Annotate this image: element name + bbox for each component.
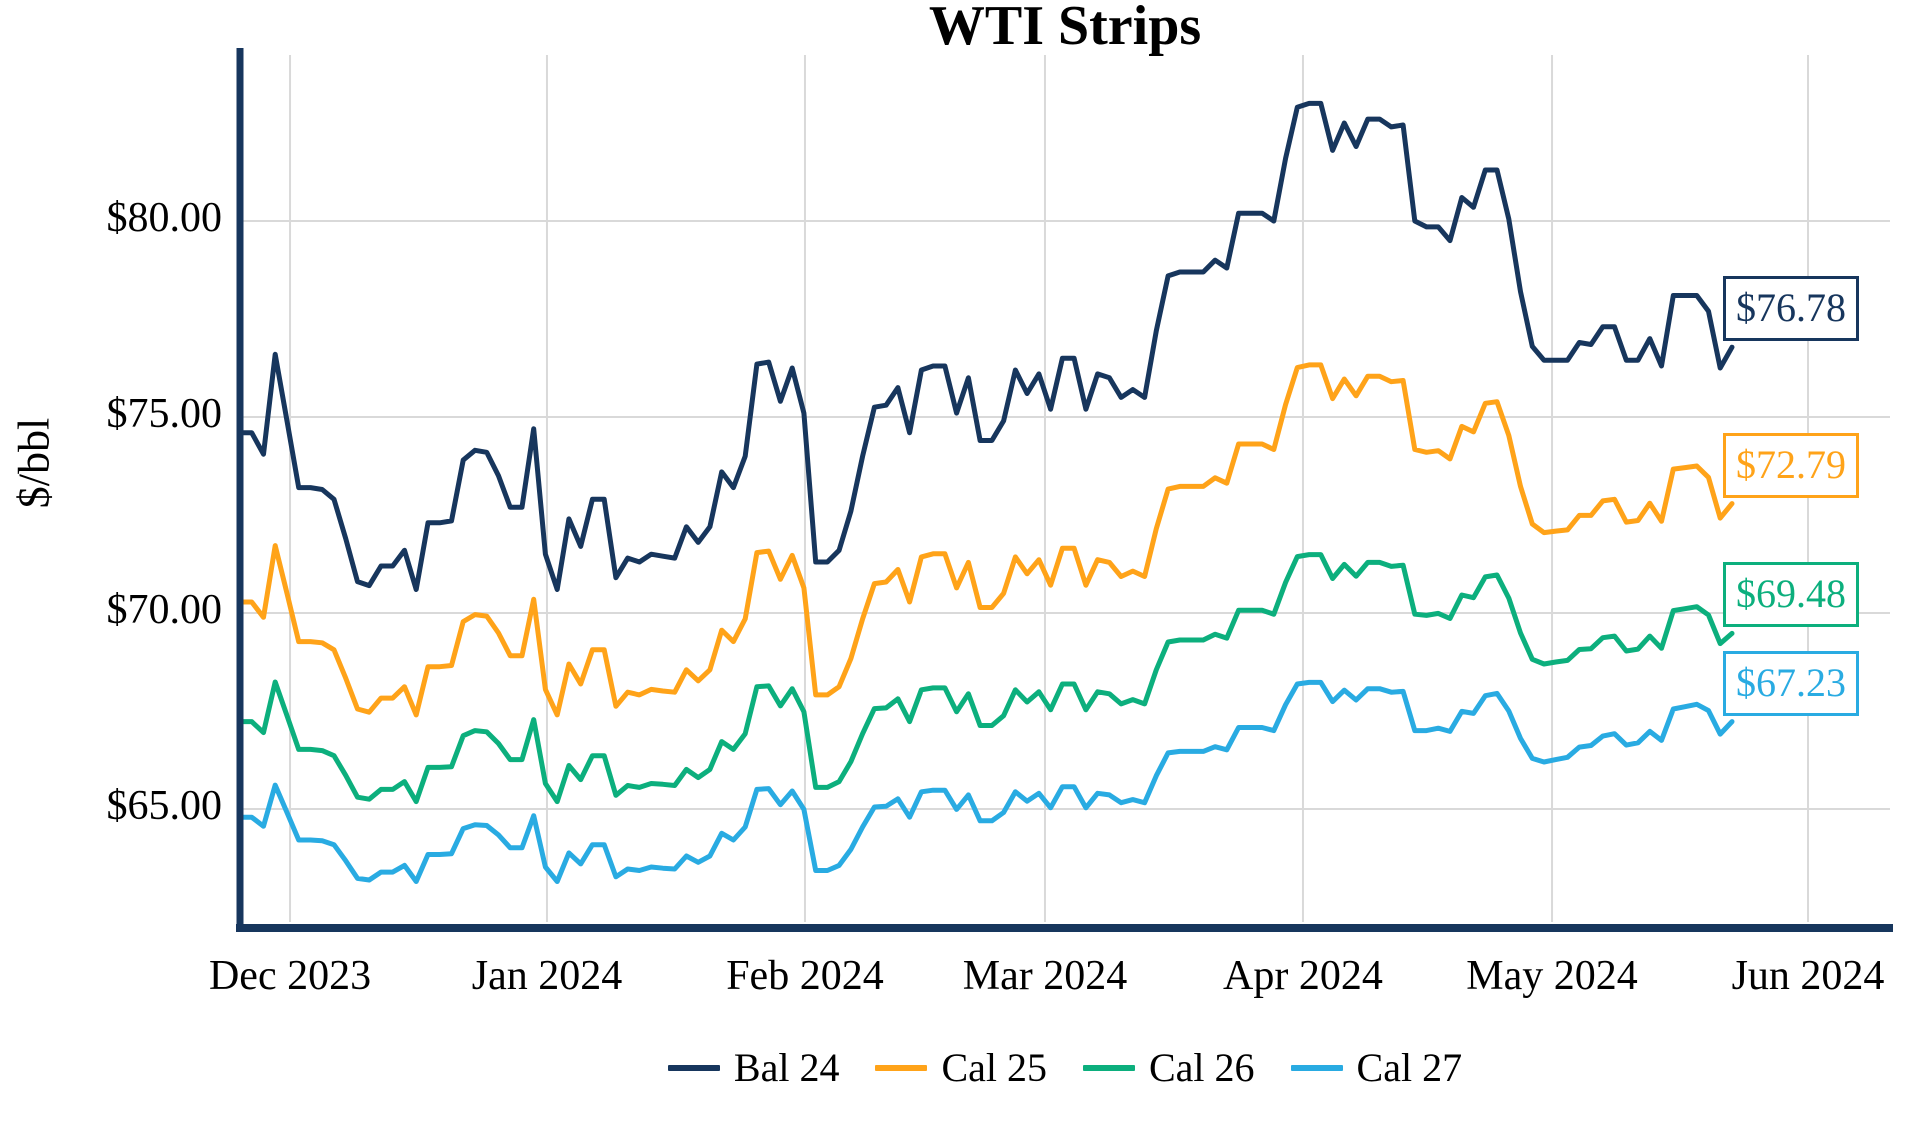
legend-item-bal-24: Bal 24 (667, 1045, 840, 1090)
legend-swatch-icon (1290, 1065, 1343, 1071)
legend-item-cal-25: Cal 25 (875, 1048, 1047, 1088)
series-line-cal-25 (237, 362, 1735, 718)
legend: Bal 24 Cal 25 Cal 26 Cal 27 (240, 1048, 1890, 1088)
legend-swatch-icon (875, 1065, 928, 1071)
y-tick-label: $65.00 (106, 783, 223, 829)
legend-label: Bal 24 (733, 1045, 840, 1090)
legend-swatch-icon (667, 1065, 720, 1071)
series-end-label-cal-26: $69.48 (1723, 562, 1859, 628)
legend-label: Cal 26 (1149, 1045, 1255, 1090)
y-tick-label: $70.00 (106, 587, 223, 633)
x-tick-label: Jan 2024 (471, 953, 623, 999)
x-tick-label: Jun 2024 (1731, 953, 1885, 999)
x-tick-label: Feb 2024 (726, 953, 884, 999)
legend-item-cal-27: Cal 27 (1290, 1045, 1463, 1090)
series-line-cal-27 (237, 679, 1735, 884)
legend-label: Cal 25 (941, 1045, 1047, 1090)
legend-item-cal-26: Cal 26 (1083, 1048, 1255, 1088)
series-end-label-bal-24: $76.78 (1723, 276, 1859, 342)
series-line-cal-26 (237, 552, 1735, 805)
x-tick-label: Dec 2023 (208, 953, 372, 999)
chart-title: WTI Strips (928, 0, 1202, 57)
x-tick-label: May 2024 (1466, 953, 1638, 999)
y-tick-label: $75.00 (106, 391, 223, 437)
legend-swatch-icon (1083, 1065, 1135, 1071)
series-end-label-cal-27: $67.23 (1723, 650, 1859, 716)
series-line-bal-24 (237, 100, 1735, 592)
x-tick-label: Mar 2024 (962, 953, 1128, 999)
y-tick-label: $80.00 (106, 195, 223, 241)
series-end-label-cal-25: $72.79 (1723, 432, 1859, 498)
legend-label: Cal 27 (1356, 1045, 1463, 1090)
x-tick-label: Apr 2024 (1223, 953, 1383, 999)
